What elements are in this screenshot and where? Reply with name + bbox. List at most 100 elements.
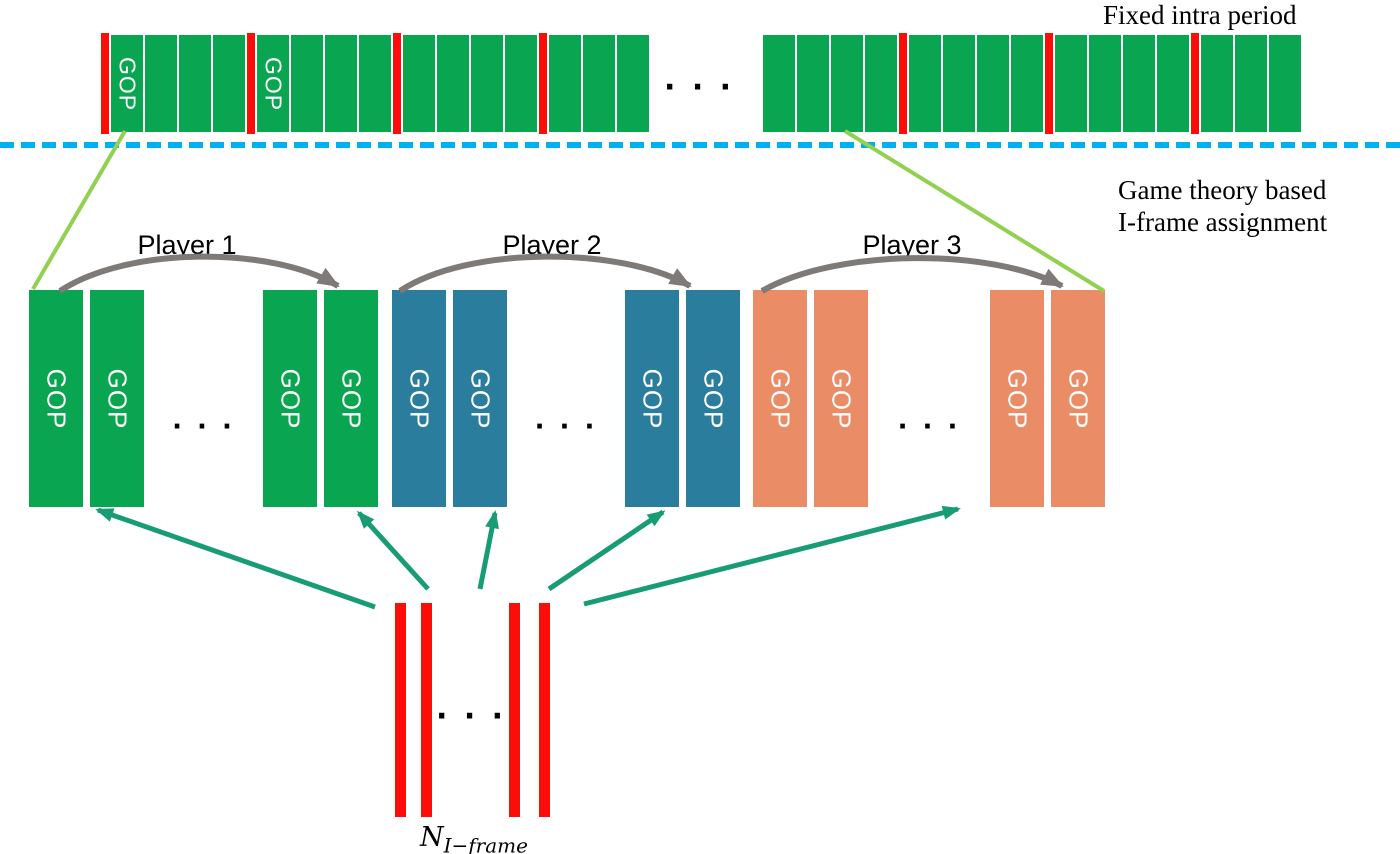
frame-block [763, 35, 795, 132]
frame-block [145, 35, 177, 132]
iframe-marker [899, 33, 907, 134]
gop-bar: GOP [814, 290, 868, 507]
intra-sequence-right [763, 33, 1301, 134]
gop-bar: GOP [624, 290, 679, 507]
assignment-label-line1: Game theory based [1118, 175, 1327, 205]
gop-bar: GOP [685, 290, 740, 507]
assignment-arrow-4 [547, 509, 666, 592]
iframe-marker [393, 33, 401, 134]
frame-block [1157, 35, 1189, 132]
iframe-marker [247, 33, 255, 134]
connector-line-right [843, 129, 1106, 293]
player-3-label: Player 3 [862, 230, 962, 260]
ellipsis-bottom: · · · [436, 699, 507, 734]
player-2-label: Player 2 [502, 230, 602, 260]
gop-bar-pair: GOP GOP [989, 290, 1105, 507]
frame-block [583, 35, 615, 132]
iframe-marker [1191, 33, 1199, 134]
player-group-1: GOP GOP · · · GOP GOP [29, 290, 378, 507]
ellipsis-top: · · · [664, 70, 735, 105]
frame-block [179, 35, 211, 132]
fixed-intra-period-label: Fixed intra period [1103, 0, 1297, 30]
gop-bar-pair: GOP GOP [392, 290, 507, 507]
gop-label: GOP [114, 56, 141, 112]
frame-block [359, 35, 391, 132]
iframe-bar [509, 603, 520, 817]
gop-label: GOP [404, 368, 435, 429]
connector-line-left [31, 129, 127, 291]
gop-label: GOP [275, 368, 306, 429]
gop-label: GOP [102, 368, 133, 429]
frame-block [1011, 35, 1043, 132]
frame-block [865, 35, 897, 132]
gop-label: GOP [336, 368, 367, 429]
iframe-marker [1045, 33, 1053, 134]
gop-bar-pair: GOP GOP [29, 290, 144, 507]
gop-bar: GOP [29, 290, 83, 507]
gop-label: GOP [826, 368, 857, 429]
frame-block [1269, 35, 1301, 132]
frame-block: GOP [111, 35, 143, 132]
assignment-arrow-2 [356, 510, 430, 591]
frame-block [797, 35, 829, 132]
frame-block [325, 35, 357, 132]
iframe-bar [539, 603, 550, 817]
gop-bar: GOP [323, 290, 378, 507]
gop-bar-pair: GOP GOP [262, 290, 378, 507]
gop-label: GOP [1002, 368, 1033, 429]
gop-bar: GOP [262, 290, 317, 507]
intra-sequence-left: GOP GOP [101, 33, 649, 134]
frame-block [1123, 35, 1155, 132]
gop-label: GOP [765, 368, 796, 429]
frame-block [549, 35, 581, 132]
player-3-arrow [760, 255, 1064, 294]
gop-bar: GOP [392, 290, 446, 507]
gop-bar: GOP [753, 290, 807, 507]
gop-bar-pair: GOP GOP [624, 290, 740, 507]
frame-block [977, 35, 1009, 132]
frame-block [471, 35, 503, 132]
assignment-label-line2: I-frame assignment [1118, 207, 1328, 237]
iframe-marker [101, 33, 109, 134]
iframe-marker [539, 33, 547, 134]
player-group-3: GOP GOP · · · GOP GOP [753, 290, 1105, 507]
assignment-arrow-5 [583, 505, 961, 607]
gop-label: GOP [1063, 368, 1094, 429]
frame-block [403, 35, 435, 132]
assignment-label: Game theory based I-frame assignment [1118, 174, 1327, 238]
frame-block [943, 35, 975, 132]
frame-block [831, 35, 863, 132]
player-2-arrow [398, 253, 692, 294]
frame-block [1201, 35, 1233, 132]
gop-bar: GOP [453, 290, 507, 507]
assignment-arrow-1 [95, 507, 376, 610]
n-iframe-subscript: I−frame [443, 833, 528, 854]
frame-block [505, 35, 537, 132]
player-1-label: Player 1 [137, 230, 237, 260]
frame-block [909, 35, 941, 132]
frame-block [437, 35, 469, 132]
ellipsis-group: · · · [172, 412, 235, 442]
gop-label: GOP [260, 56, 287, 112]
gop-bar-pair: GOP GOP [753, 290, 868, 507]
frame-block [1235, 35, 1267, 132]
gop-bar: GOP [989, 290, 1044, 507]
assignment-arrow-3 [477, 510, 499, 590]
ellipsis-group: · · · [897, 412, 961, 442]
gop-label: GOP [698, 368, 729, 429]
gop-bar: GOP [1050, 290, 1105, 507]
frame-block [291, 35, 323, 132]
gop-label: GOP [41, 368, 72, 429]
iframe-bar [421, 603, 432, 817]
frame-block [1055, 35, 1087, 132]
divider-dashed-line [0, 142, 1400, 148]
n-iframe-label: NI−frame [420, 822, 528, 854]
iframe-bar [395, 603, 406, 817]
n-iframe-base: N [420, 822, 444, 853]
gop-label: GOP [637, 368, 668, 429]
frame-block [1089, 35, 1121, 132]
frame-block: GOP [257, 35, 289, 132]
ellipsis-group: · · · [534, 412, 598, 442]
gop-label: GOP [465, 368, 496, 429]
